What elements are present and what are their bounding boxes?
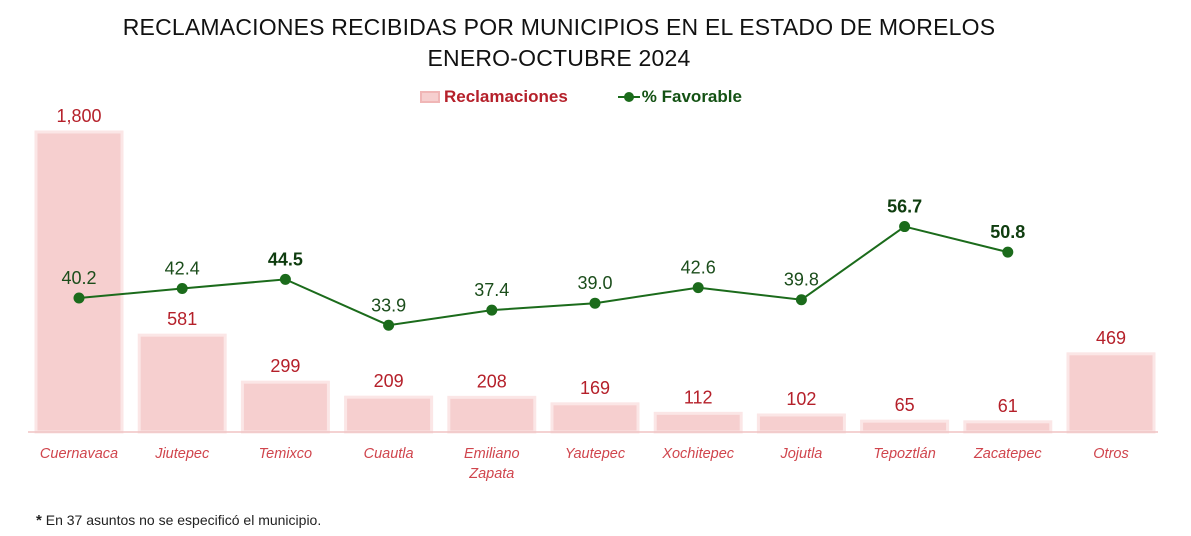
favorable-value-label: 40.2: [61, 268, 96, 288]
x-tick-label: Cuautla: [364, 446, 414, 462]
x-tick-label: Temixco: [259, 446, 312, 462]
legend-line-swatch: [617, 91, 640, 103]
bar-value-label: 469: [1096, 328, 1126, 348]
x-tick-label: Emiliano: [464, 446, 520, 462]
bar: [963, 420, 1053, 434]
favorable-value-label: 56.7: [887, 197, 922, 217]
legend-bar-swatch: [420, 91, 440, 103]
bar: [447, 395, 537, 434]
bar-value-label: 112: [684, 387, 713, 407]
favorable-value-label: 39.8: [784, 270, 819, 290]
bar: [756, 413, 846, 434]
legend-label-favorable: % Favorable: [641, 87, 742, 106]
bar-value-label: 65: [895, 395, 915, 415]
chart-subtitle: ENERO-OCTUBRE 2024: [427, 45, 691, 71]
footnote-marker: *: [36, 512, 42, 529]
bar-value-label: 581: [167, 309, 197, 329]
favorable-point: [1002, 246, 1014, 258]
legend: Reclamaciones % Favorable: [420, 86, 742, 108]
footnote-text: En 37 asuntos no se especificó el munici…: [45, 512, 322, 528]
favorable-value-label: 39.0: [577, 273, 612, 293]
favorable-point: [899, 221, 911, 233]
bar-value-label: 209: [374, 371, 404, 391]
favorable-value-label: 42.6: [681, 258, 716, 278]
favorable-point: [383, 319, 395, 331]
favorable-point: [176, 282, 188, 294]
x-tick-label: Zacatepec: [973, 446, 1042, 462]
bar: [653, 411, 743, 434]
favorable-value-label: 44.5: [268, 249, 303, 269]
x-tick-label: Otros: [1093, 446, 1128, 462]
favorable-point: [589, 297, 601, 309]
x-tick-label: Xochitepec: [661, 446, 734, 462]
favorable-value-label: 37.4: [474, 280, 509, 300]
bar-value-label: 61: [998, 396, 1018, 416]
chart-title: RECLAMACIONES RECIBIDAS POR MUNICIPIOS E…: [122, 14, 996, 40]
bar: [860, 419, 950, 434]
favorable-value-label: 50.8: [990, 222, 1025, 242]
bar: [240, 380, 330, 434]
bar-value-label: 208: [477, 371, 507, 391]
bar: [344, 395, 434, 434]
x-tick-label: Cuernavaca: [40, 446, 118, 462]
x-tick-label: Jojutla: [779, 446, 822, 462]
x-tick-label: Tepoztlán: [873, 446, 935, 462]
bar-value-label: 299: [270, 356, 300, 376]
legend-label-reclamaciones: Reclamaciones: [444, 87, 568, 106]
bar: [550, 402, 640, 434]
favorable-line: [78, 225, 1009, 327]
footnote: * En 37 asuntos no se especificó el muni…: [36, 512, 321, 529]
favorable-point: [692, 282, 704, 294]
x-tick-label: Yautepec: [565, 446, 626, 462]
favorable-point: [73, 292, 85, 304]
bar: [137, 333, 227, 434]
favorable-point: [795, 294, 807, 306]
favorable-value-label: 33.9: [371, 295, 406, 315]
x-tick-label: Zapata: [468, 466, 514, 482]
bar-value-label: 1,800: [56, 106, 101, 126]
favorable-point: [486, 304, 498, 316]
bar: [34, 130, 124, 434]
favorable-point: [279, 273, 291, 285]
x-tick-label: Jiutepec: [154, 446, 210, 462]
bar-value-label: 169: [580, 378, 610, 398]
bar-value-label: 102: [786, 389, 816, 409]
bar: [1066, 352, 1156, 434]
favorable-value-label: 42.4: [165, 258, 200, 278]
